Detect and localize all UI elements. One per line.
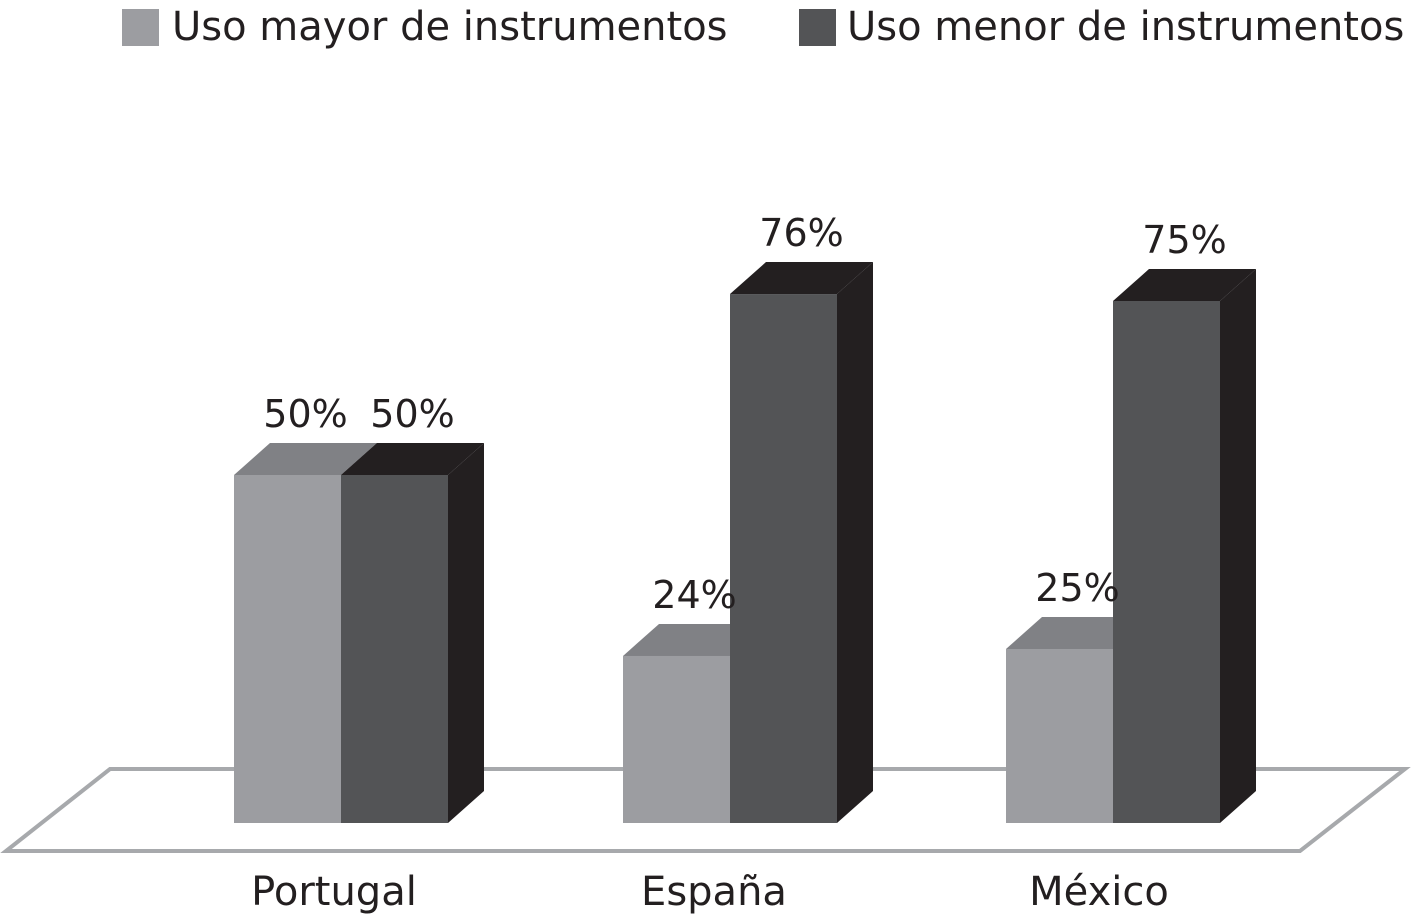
bar-side-face xyxy=(448,443,484,823)
category-label: Portugal xyxy=(251,869,417,915)
data-label: 25% xyxy=(1035,566,1119,610)
bar-top-face xyxy=(341,443,484,475)
data-label: 24% xyxy=(652,573,736,617)
legend: Uso mayor de instrumentos Uso menor de in… xyxy=(122,4,1404,50)
bar-front-face xyxy=(730,294,837,823)
data-label: 50% xyxy=(370,392,454,436)
bar-top-face xyxy=(730,262,873,295)
bar-front-face xyxy=(623,655,730,823)
legend-swatch xyxy=(799,9,836,46)
labels-layer: 50% 50% 24% 76% 25% 75% Portugal España México xyxy=(251,211,1227,915)
bar-front-face xyxy=(341,475,448,823)
bar-side-face xyxy=(837,262,873,823)
bar-top-face xyxy=(1113,269,1256,301)
bar-front-face xyxy=(234,475,341,823)
bar-top-face xyxy=(234,443,377,475)
category-label: México xyxy=(1029,869,1169,915)
bar-menor-2 xyxy=(730,262,873,823)
legend-swatch xyxy=(122,9,159,46)
chart-floor xyxy=(0,767,1411,853)
bar-menor-3 xyxy=(1113,269,1256,823)
legend-item: Uso mayor de instrumentos xyxy=(122,4,728,50)
bar-front-face xyxy=(1006,649,1113,823)
bars-layer xyxy=(234,262,1256,823)
data-label: 75% xyxy=(1142,218,1226,262)
legend-label: Uso menor de instrumentos xyxy=(847,4,1404,50)
bar-front-face xyxy=(1113,301,1220,823)
category-label: España xyxy=(641,869,787,915)
data-label: 50% xyxy=(263,392,347,436)
legend-item: Uso menor de instrumentos xyxy=(799,4,1404,50)
data-label: 76% xyxy=(759,211,843,255)
bar-side-face xyxy=(1220,269,1256,823)
legend-label: Uso mayor de instrumentos xyxy=(172,4,728,50)
chart-floor-layer xyxy=(0,767,1411,853)
bar-menor-1 xyxy=(341,443,484,823)
